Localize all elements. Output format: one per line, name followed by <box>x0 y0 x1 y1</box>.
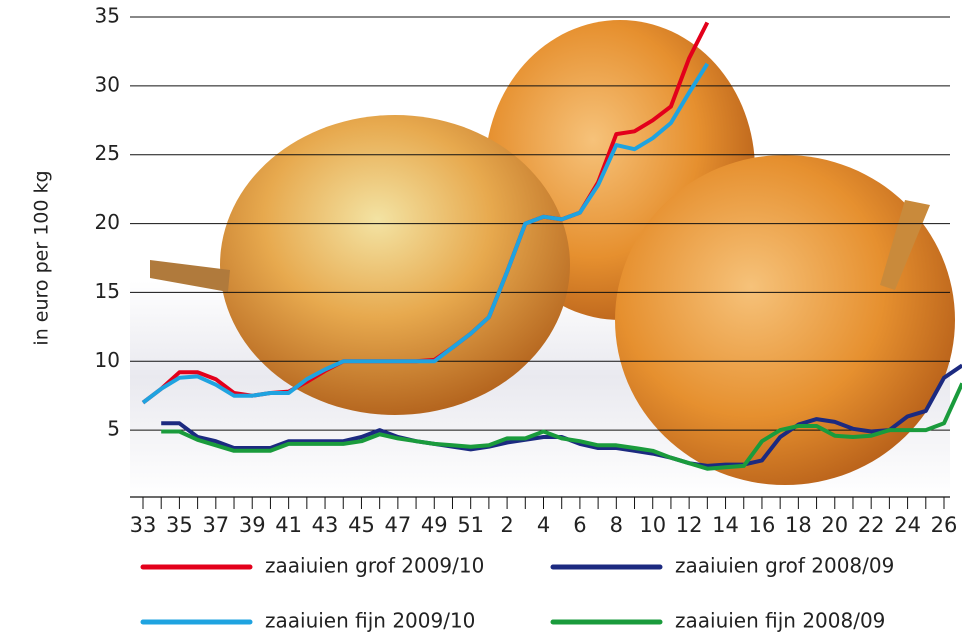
x-tick-label: 6 <box>573 513 586 537</box>
legend-label: zaaiuien fijn 2009/10 <box>265 609 475 633</box>
chart: in euro per 100 kg 5 10 15 20 25 30 35 33 35 37 39… <box>0 0 962 633</box>
x-tick-label: 14 <box>712 513 739 537</box>
y-tick-label: 10 <box>95 348 120 372</box>
legend-label: zaaiuien grof 2009/10 <box>265 554 484 578</box>
y-tick-label: 20 <box>95 210 120 234</box>
background-photo <box>130 17 955 497</box>
x-tick-label: 24 <box>894 513 921 537</box>
x-tick-label: 33 <box>130 513 157 537</box>
x-tick-label: 37 <box>202 513 229 537</box>
y-tick-label: 5 <box>107 417 120 441</box>
y-tick-label: 25 <box>95 141 120 165</box>
x-tick-label: 41 <box>275 513 302 537</box>
x-tick-label: 45 <box>348 513 375 537</box>
x-tick-label: 22 <box>858 513 885 537</box>
x-tick-label: 35 <box>166 513 193 537</box>
y-tick-label: 30 <box>95 72 120 96</box>
x-tick-label: 8 <box>610 513 623 537</box>
y-tick-label: 15 <box>95 279 120 303</box>
x-tick-label: 18 <box>785 513 812 537</box>
y-axis-label: in euro per 100 kg <box>31 170 53 345</box>
x-tick-label: 12 <box>676 513 703 537</box>
x-tick-label: 26 <box>931 513 958 537</box>
x-tick-label: 49 <box>421 513 448 537</box>
x-tick-label: 39 <box>239 513 266 537</box>
x-tick-label: 4 <box>537 513 550 537</box>
x-tick-label: 2 <box>500 513 513 537</box>
y-tick-label: 35 <box>95 4 120 28</box>
x-tick-label: 10 <box>639 513 666 537</box>
x-tick-label: 43 <box>312 513 339 537</box>
x-tick-label: 51 <box>457 513 484 537</box>
legend-label: zaaiuien grof 2008/09 <box>675 554 894 578</box>
x-tick-label: 47 <box>384 513 411 537</box>
x-tick-label: 16 <box>749 513 776 537</box>
legend-label: zaaiuien fijn 2008/09 <box>675 609 885 633</box>
x-tick-label: 20 <box>821 513 848 537</box>
